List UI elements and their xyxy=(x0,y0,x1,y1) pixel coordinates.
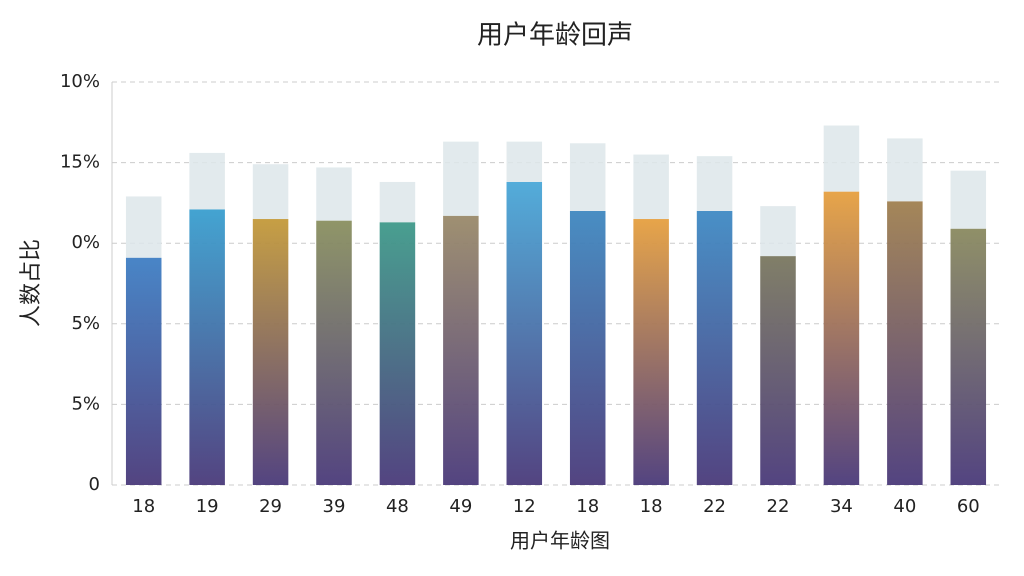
x-tick-label: 22 xyxy=(767,496,790,517)
bar-segment xyxy=(633,154,669,220)
x-tick-label: 49 xyxy=(449,496,472,517)
bar-segment xyxy=(316,167,352,221)
x-tick-label: 12 xyxy=(513,496,536,517)
bar-segment xyxy=(950,228,987,485)
y-tick-label: 0% xyxy=(71,232,100,253)
bar-segment xyxy=(887,201,923,485)
y-axis-label: 人数占比 xyxy=(19,239,44,327)
bar-segment xyxy=(189,209,225,485)
bar-segment xyxy=(252,219,289,485)
y-tick-label: 15% xyxy=(60,152,100,173)
x-tick-label: 18 xyxy=(576,496,599,517)
y-tick-label: 10% xyxy=(60,71,100,92)
bar-segment xyxy=(443,141,479,216)
bar-segment xyxy=(696,210,733,485)
x-axis-label: 用户年龄图 xyxy=(510,529,610,553)
y-tick-label: 0 xyxy=(89,474,100,495)
x-tick-label: 29 xyxy=(259,496,282,517)
bar-segment xyxy=(316,220,352,485)
x-tick-label: 39 xyxy=(323,496,346,517)
bar-segment xyxy=(569,210,606,485)
chart-title: 用户年龄回声 xyxy=(477,21,633,51)
bar-segment xyxy=(506,181,543,485)
bar-segment xyxy=(125,196,162,258)
x-tick-label: 22 xyxy=(703,496,726,517)
y-tick-label: 5% xyxy=(71,393,100,414)
bar-segment xyxy=(696,156,733,211)
bar-segment xyxy=(569,143,606,211)
bar-segment xyxy=(506,141,543,182)
x-tick-label: 18 xyxy=(640,496,663,517)
bar-segment xyxy=(950,170,987,229)
bar-segment xyxy=(252,164,289,220)
bar-segment xyxy=(379,181,416,223)
x-tick-label: 60 xyxy=(957,496,980,517)
bar-segment xyxy=(760,256,796,485)
bar-segment xyxy=(823,125,860,192)
bar-segment xyxy=(633,219,669,485)
bar-segment xyxy=(379,222,416,485)
y-tick-label: 5% xyxy=(71,313,100,334)
bar-segment xyxy=(189,152,225,210)
x-tick-label: 34 xyxy=(830,496,853,517)
x-tick-label: 48 xyxy=(386,496,409,517)
bar-segment xyxy=(760,206,796,257)
bar-segment xyxy=(887,138,923,202)
x-tick-label: 19 xyxy=(196,496,219,517)
x-tick-label: 18 xyxy=(132,496,155,517)
bar-segment xyxy=(125,257,162,485)
bar-segment xyxy=(443,215,479,485)
bar-segment xyxy=(823,191,860,485)
x-tick-label: 40 xyxy=(893,496,916,517)
